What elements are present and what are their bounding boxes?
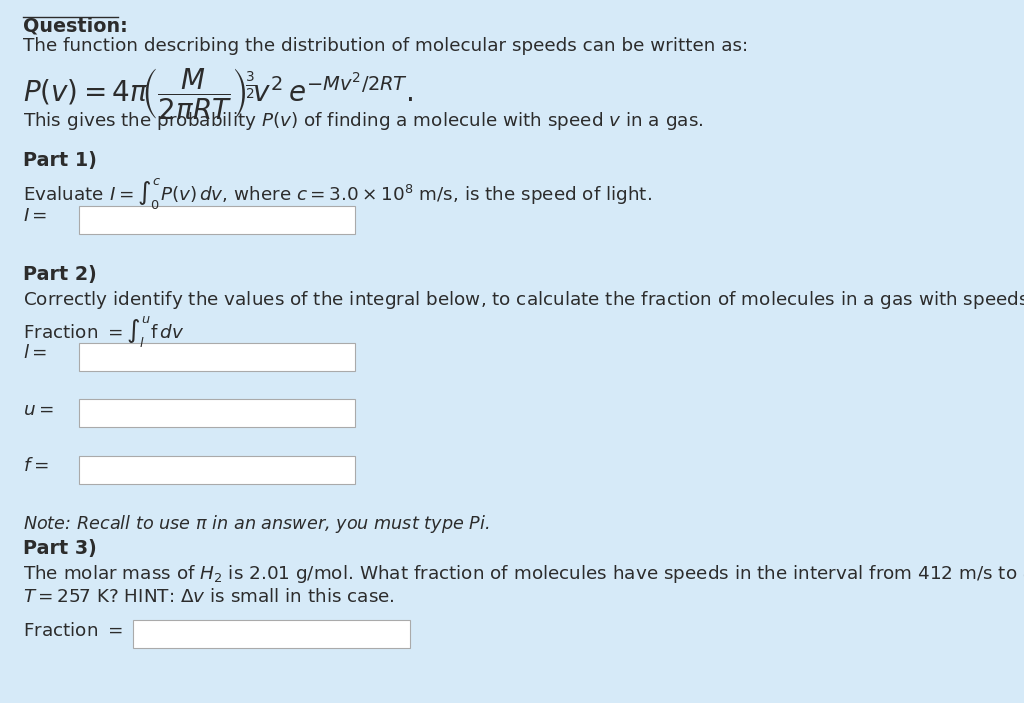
Text: $u =$: $u =$ xyxy=(23,401,53,419)
FancyBboxPatch shape xyxy=(79,399,355,427)
FancyBboxPatch shape xyxy=(79,343,355,371)
Text: Fraction $=$: Fraction $=$ xyxy=(23,622,122,640)
FancyBboxPatch shape xyxy=(79,456,355,484)
Text: Fraction $= \int_l^u \mathrm{f}\, dv$: Fraction $= \int_l^u \mathrm{f}\, dv$ xyxy=(23,314,184,349)
Text: This gives the probability $P(v)$ of finding a molecule with speed $v$ in a gas.: This gives the probability $P(v)$ of fin… xyxy=(23,110,703,132)
Text: $I =$: $I =$ xyxy=(23,207,47,225)
FancyBboxPatch shape xyxy=(133,620,410,648)
Text: Part 1): Part 1) xyxy=(23,151,96,170)
Text: The molar mass of $H_2$ is 2.01 g/mol. What fraction of molecules have speeds in: The molar mass of $H_2$ is 2.01 g/mol. W… xyxy=(23,563,1024,585)
Text: $P(v) = 4\pi\!\left(\dfrac{M}{2\pi RT}\right)^{\!\frac{3}{2}}\! v^2\, e^{-Mv^2/2: $P(v) = 4\pi\!\left(\dfrac{M}{2\pi RT}\r… xyxy=(23,66,413,121)
Text: Part 2): Part 2) xyxy=(23,265,96,284)
Text: The function describing the distribution of molecular speeds can be written as:: The function describing the distribution… xyxy=(23,37,748,55)
Text: $T = 257$ K? HINT: $\Delta v$ is small in this case.: $T = 257$ K? HINT: $\Delta v$ is small i… xyxy=(23,588,394,607)
Text: Question:: Question: xyxy=(23,16,127,35)
Text: Part 3): Part 3) xyxy=(23,539,96,558)
Text: Note: Recall to use $\pi$ in an answer, you must type Pi.: Note: Recall to use $\pi$ in an answer, … xyxy=(23,513,489,535)
Text: $f =$: $f =$ xyxy=(23,457,48,475)
Text: $l =$: $l =$ xyxy=(23,344,47,363)
FancyBboxPatch shape xyxy=(79,206,355,234)
Text: Evaluate $I = \int_0^c P(v)\, dv$, where $c = 3.0 \times 10^8$ m/s, is the speed: Evaluate $I = \int_0^c P(v)\, dv$, where… xyxy=(23,176,651,211)
Text: Correctly identify the values of the integral below, to calculate the fraction o: Correctly identify the values of the int… xyxy=(23,289,1024,311)
